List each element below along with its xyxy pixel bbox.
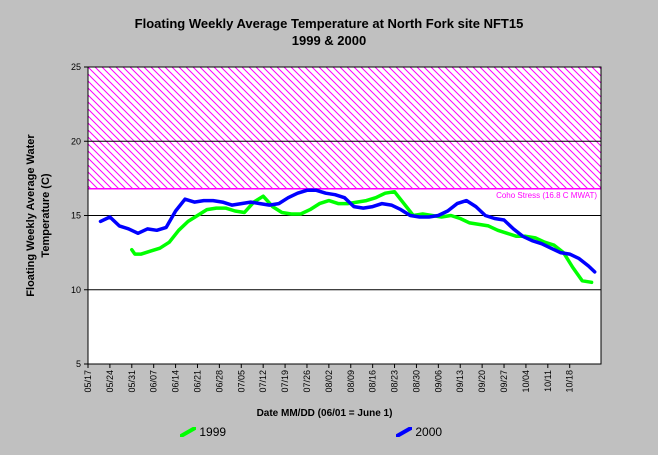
x-tick-label-15: 08/30 <box>411 370 421 393</box>
x-tick-label-22: 10/18 <box>565 370 575 393</box>
y-axis-label-line1: Floating Weekly Average Water <box>25 134 37 297</box>
x-tick-label-14: 08/23 <box>390 370 400 393</box>
x-tick-label-10: 07/26 <box>302 370 312 393</box>
series-line-1999 <box>130 189 594 285</box>
coho-stress-zone <box>87 66 602 190</box>
x-tick-label-16: 09/06 <box>433 370 443 393</box>
x-tick-label-2: 05/31 <box>127 370 137 393</box>
x-tick-label-4: 06/14 <box>171 370 181 393</box>
legend-item-1999: 1999 <box>179 425 227 440</box>
legend-item-2000: 2000 <box>395 425 443 440</box>
x-tick-label-9: 07/19 <box>280 370 290 393</box>
x-tick-label-21: 10/11 <box>543 370 553 392</box>
y-tick-label-15: 15 <box>71 211 81 221</box>
x-tick-label-8: 07/12 <box>258 370 268 393</box>
chart-subtitle: 1999 & 2000 <box>291 33 367 48</box>
x-tick-label-12: 08/09 <box>346 370 356 393</box>
x-tick-label-11: 08/02 <box>324 370 334 393</box>
y-axis-label-line2: Temperature (C) <box>40 173 52 257</box>
y-tick-label-20: 20 <box>71 136 81 146</box>
legend-label-1999: 1999 <box>199 425 227 439</box>
x-tick-label-6: 06/28 <box>214 370 224 393</box>
x-tick-label-19: 09/27 <box>499 370 509 393</box>
threshold-label: Coho Stress (16.8 C MWAT) <box>496 191 597 200</box>
y-tick-label-5: 5 <box>76 359 81 369</box>
series-line-2000 <box>98 188 597 274</box>
x-tick-label-3: 06/07 <box>149 370 159 393</box>
x-tick-label-18: 09/20 <box>477 370 487 393</box>
x-tick-label-20: 10/04 <box>521 370 531 393</box>
x-tick-label-13: 08/16 <box>368 370 378 393</box>
x-tick-label-5: 06/21 <box>192 370 202 393</box>
legend-swatch-1999 <box>179 425 197 440</box>
chart-title: Floating Weekly Average Temperature at N… <box>134 16 524 31</box>
x-tick-label-0: 05/17 <box>83 370 93 393</box>
x-tick-label-1: 05/24 <box>105 370 115 393</box>
y-tick-label-10: 10 <box>71 285 81 295</box>
y-tick-label-25: 25 <box>71 62 81 72</box>
x-axis-label: Date MM/DD (06/01 = June 1) <box>257 408 393 419</box>
legend-label-2000: 2000 <box>415 425 443 439</box>
x-tick-label-7: 07/05 <box>236 370 246 393</box>
x-tick-label-17: 09/13 <box>455 370 465 393</box>
legend-swatch-2000 <box>395 425 413 440</box>
